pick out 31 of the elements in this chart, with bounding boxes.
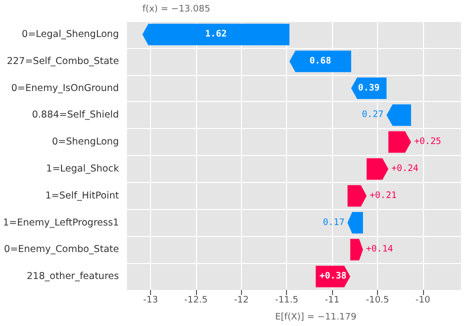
y-tick-label: 0=Enemy_IsOnGround [11, 82, 119, 94]
y-tick-label: 0=ShengLong [52, 136, 119, 148]
data-label: +0.38 [319, 272, 347, 282]
text: f(x) = −13.085 [142, 4, 210, 14]
data-label: 0.39 [358, 83, 380, 94]
data-label: 0.17 [322, 218, 345, 228]
data-label: 0.27 [362, 110, 384, 120]
bar [142, 24, 290, 46]
y-tick-label: 227=Self_Combo_State [6, 56, 120, 67]
data-label: +0.25 [414, 137, 442, 148]
y-tick-label: 1=Enemy_LeftProgress1 [2, 217, 119, 228]
text: E[f(X)] = −11.179 [275, 312, 357, 322]
y-tick-label: 0=Legal_ShengLong [22, 28, 119, 40]
data-label: 1.62 [205, 29, 227, 40]
x-tick-label: -11.5 [275, 296, 298, 306]
y-tick-label: 1=Self_HitPoint [45, 190, 120, 202]
y-tick-label: 0.884=Self_Shield [32, 110, 119, 121]
x-tick-label: -13 [143, 296, 158, 306]
data-label: +0.14 [366, 244, 394, 255]
x-tick-label: -10.5 [366, 296, 390, 306]
data-label: +0.21 [370, 190, 397, 201]
x-tick-label: -11 [324, 296, 340, 306]
y-tick-label: 218_other_features [26, 271, 119, 282]
data-label: +0.24 [391, 164, 418, 174]
data-label: 0.68 [309, 56, 332, 66]
x-tick-label: -12.5 [184, 296, 208, 306]
bar [289, 50, 352, 72]
y-tick-label: 0=Enemy_Combo_State [4, 244, 120, 256]
y-tick-label: 1=Legal_Shock [46, 163, 120, 174]
x-tick-label: -10 [416, 296, 430, 306]
x-tick-label: -12 [234, 296, 249, 306]
